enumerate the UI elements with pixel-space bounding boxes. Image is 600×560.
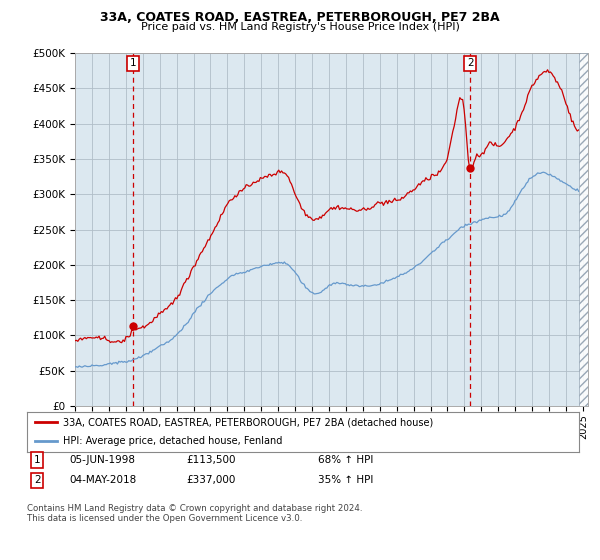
Bar bbox=[578, 53, 588, 406]
Text: 68% ↑ HPI: 68% ↑ HPI bbox=[318, 455, 373, 465]
Text: 2: 2 bbox=[467, 58, 473, 68]
Text: £337,000: £337,000 bbox=[186, 475, 235, 486]
Text: 1: 1 bbox=[130, 58, 136, 68]
Text: HPI: Average price, detached house, Fenland: HPI: Average price, detached house, Fenl… bbox=[63, 436, 282, 446]
Text: 35% ↑ HPI: 35% ↑ HPI bbox=[318, 475, 373, 486]
Text: 05-JUN-1998: 05-JUN-1998 bbox=[69, 455, 135, 465]
Text: 04-MAY-2018: 04-MAY-2018 bbox=[69, 475, 136, 486]
Text: 33A, COATES ROAD, EASTREA, PETERBOROUGH, PE7 2BA: 33A, COATES ROAD, EASTREA, PETERBOROUGH,… bbox=[100, 11, 500, 24]
Text: £113,500: £113,500 bbox=[186, 455, 235, 465]
Text: 33A, COATES ROAD, EASTREA, PETERBOROUGH, PE7 2BA (detached house): 33A, COATES ROAD, EASTREA, PETERBOROUGH,… bbox=[63, 417, 433, 427]
Text: Price paid vs. HM Land Registry's House Price Index (HPI): Price paid vs. HM Land Registry's House … bbox=[140, 22, 460, 32]
Text: This data is licensed under the Open Government Licence v3.0.: This data is licensed under the Open Gov… bbox=[27, 514, 302, 523]
Text: 1: 1 bbox=[34, 455, 41, 465]
Text: 2: 2 bbox=[34, 475, 41, 486]
Text: Contains HM Land Registry data © Crown copyright and database right 2024.: Contains HM Land Registry data © Crown c… bbox=[27, 504, 362, 513]
